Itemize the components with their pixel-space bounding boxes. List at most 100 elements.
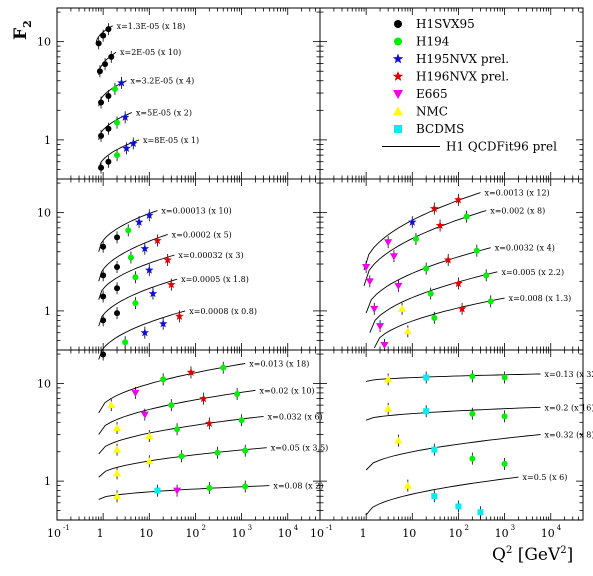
legend-marker (393, 106, 403, 116)
legend-marker (392, 53, 404, 64)
data-point (362, 263, 371, 271)
fit-curve-0.032 (98, 415, 264, 455)
fit-curve-0.32 (365, 434, 541, 471)
bin-label: x=0.13 (x 32) (545, 370, 593, 379)
data-point (423, 265, 430, 272)
legend-label: NMC (416, 105, 448, 119)
data-point (113, 492, 122, 500)
bin-label: x=0.08 (x 2) (273, 482, 323, 491)
data-point (107, 401, 116, 409)
bin-label: x=0.5 (x 6) (522, 473, 567, 482)
data-point (394, 436, 403, 444)
y-tick-label: 1 (44, 305, 51, 318)
data-point (242, 483, 249, 490)
data-point (95, 40, 102, 47)
x-tick-label: 10 (185, 527, 199, 540)
data-point (100, 272, 107, 279)
data-point (443, 255, 453, 264)
data-point (178, 453, 185, 460)
data-point (427, 290, 434, 297)
x-axis-units-close: ] (567, 545, 574, 565)
x-tick-exponent: 2 (464, 524, 468, 532)
data-point (105, 158, 112, 165)
bin-label: x=0.00032 (x 3) (178, 251, 243, 260)
data-point (403, 481, 412, 489)
data-point (98, 132, 105, 139)
data-point (214, 449, 221, 456)
data-point (501, 460, 508, 467)
data-point (102, 61, 109, 68)
bin-label: x=0.005 (x 2.2) (501, 268, 564, 277)
x-tick-label: 10 (278, 527, 292, 540)
data-point (127, 254, 134, 261)
y-axis-title-subscript: 2 (21, 20, 34, 28)
data-point (154, 487, 161, 494)
data-point (111, 85, 118, 92)
fit-curve-0.00032 (98, 254, 175, 300)
legend-label: H195NVX prel. (416, 52, 509, 66)
data-points (95, 23, 508, 519)
data-point (463, 213, 470, 220)
x-tick-exponent: -1 (63, 524, 70, 532)
data-point (100, 293, 107, 300)
data-point (384, 239, 393, 247)
fit-curve-2E-05 (98, 51, 117, 75)
fit-curve-0.008 (373, 297, 505, 349)
fit-curve-0.02 (98, 389, 256, 435)
fit-curve-0.005 (369, 271, 498, 333)
legend-marker (393, 90, 403, 99)
legend-label: H196NVX prel. (416, 70, 509, 84)
data-point (477, 509, 484, 516)
data-point (370, 305, 379, 313)
panel-frame-top-left (56, 7, 321, 180)
fit-curve-0.13 (366, 373, 541, 382)
data-point (158, 319, 168, 328)
data-point (145, 265, 154, 274)
data-point (423, 374, 430, 381)
data-point (134, 217, 144, 226)
bin-label: x=0.002 (x 8) (490, 207, 545, 216)
bin-label: x=0.00013 (x 10) (161, 207, 231, 216)
x-tick-exponent: 4 (294, 524, 299, 532)
data-point (394, 282, 403, 290)
data-point (98, 99, 105, 106)
data-point (114, 263, 121, 270)
x-tick-exponent: 4 (557, 524, 562, 532)
data-point (113, 423, 122, 431)
data-point (145, 431, 154, 439)
data-point (501, 413, 508, 420)
legend: H1SVX95 H194 H195NVX prel. H196NVX prel. E66… (382, 17, 557, 154)
bin-label: x=0.032 (x 6) (268, 412, 323, 421)
bin-label: x=0.013 (x 18) (249, 360, 309, 369)
data-point (220, 364, 227, 371)
data-point (122, 339, 129, 346)
data-point (431, 314, 438, 321)
bin-label: x=1.3E-05 (x 18) (117, 22, 186, 31)
data-point (469, 410, 476, 417)
data-point (238, 417, 245, 424)
bin-label: x=2E-05 (x 10) (120, 48, 181, 57)
data-point (173, 487, 182, 495)
x-axis-title: Q2 [GeV2] (492, 545, 573, 565)
fit-curve-0.0005 (98, 278, 178, 327)
data-point (113, 469, 122, 477)
bin-label: x=0.02 (x 10) (259, 386, 314, 395)
data-point (100, 243, 107, 250)
fit-curve-0.0032 (365, 247, 491, 314)
data-point (206, 485, 213, 492)
data-point (186, 367, 196, 376)
data-point (454, 279, 463, 288)
panel-frame-middle-right (319, 178, 584, 351)
data-point (114, 119, 121, 126)
data-point (175, 311, 184, 320)
data-point (98, 164, 105, 171)
data-point (105, 92, 112, 99)
data-point (148, 289, 158, 298)
data-point (114, 310, 121, 317)
bin-label: x=0.0002 (x 5) (172, 230, 232, 239)
data-point (483, 272, 490, 279)
fit-curve-0.2 (365, 406, 541, 421)
data-point (487, 298, 494, 305)
data-point (398, 304, 407, 312)
